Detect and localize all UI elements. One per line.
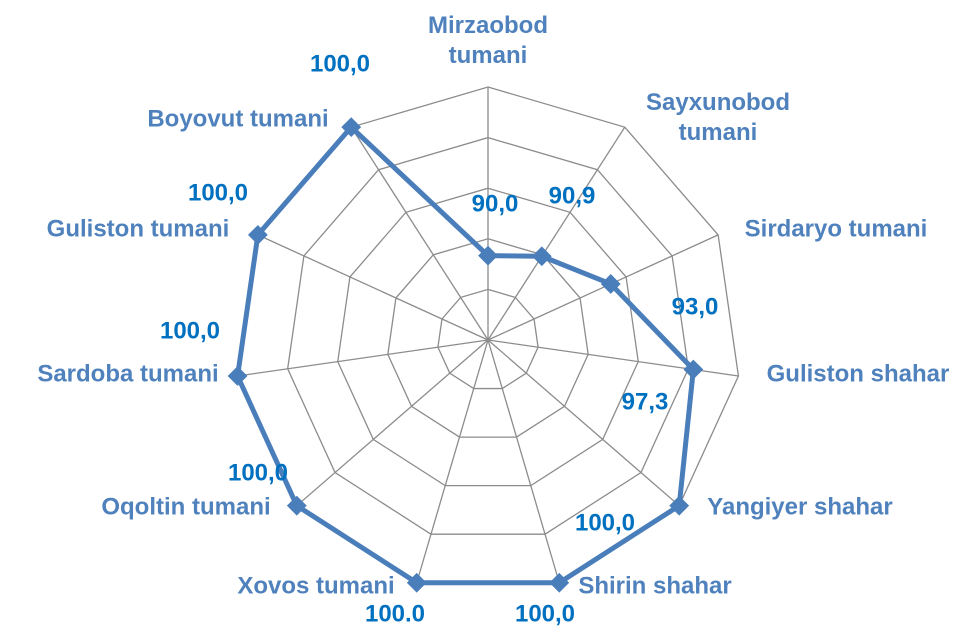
marker [247, 225, 268, 245]
spoke [487, 339, 560, 583]
value-label: 100,0 [160, 317, 220, 344]
marker [531, 246, 552, 267]
spoke [237, 339, 489, 377]
grid-ring [337, 187, 639, 487]
value-label: 90,0 [472, 190, 519, 217]
category-label: Shirin shahar [578, 572, 731, 599]
category-label: Sayxunobod tumani [646, 89, 790, 146]
value-label: 100,0 [228, 459, 288, 486]
marker [478, 245, 498, 266]
marker [341, 117, 362, 138]
marker [669, 495, 690, 516]
category-label: Boyovut tumani [147, 105, 328, 132]
category-label: Guliston shahar [767, 360, 950, 387]
category-label: Sirdaryo tumani [745, 215, 928, 242]
grid-ring [437, 288, 539, 390]
spoke [257, 234, 489, 341]
marker [227, 366, 248, 386]
grid-ring [286, 136, 690, 535]
spoke [296, 339, 489, 507]
category-label: Guliston tumani [47, 215, 230, 242]
value-label: 100,0 [575, 509, 635, 536]
category-label: Oqoltin tumani [101, 493, 270, 520]
series-line [235, 124, 696, 586]
spoke [487, 126, 626, 341]
category-label: Yangiyer shahar [707, 493, 892, 520]
category-label: Mirzaobod tumani [428, 12, 548, 69]
value-label: 100,0 [188, 179, 248, 206]
value-label: 100.0 [365, 600, 425, 627]
marker [286, 495, 307, 516]
value-label: 100,0 [515, 600, 575, 627]
value-label: 93,0 [672, 293, 719, 320]
spoke [416, 339, 489, 583]
value-label: 100,0 [310, 50, 370, 77]
category-label: Sardoba tumani [37, 360, 218, 387]
marker [406, 572, 427, 593]
marker [600, 274, 621, 294]
marker [683, 359, 704, 380]
spoke [487, 339, 680, 507]
category-label: Xovos tumani [237, 572, 394, 599]
value-label: 97,3 [622, 388, 669, 415]
value-label: 90,9 [549, 182, 596, 209]
grid-ring [387, 238, 589, 438]
spoke [487, 234, 719, 341]
spoke [350, 126, 489, 341]
marker [549, 572, 570, 593]
